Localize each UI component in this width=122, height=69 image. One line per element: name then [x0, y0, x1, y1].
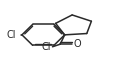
Text: O: O: [74, 39, 81, 49]
Text: Cl: Cl: [7, 30, 16, 40]
Text: Cl: Cl: [42, 42, 51, 52]
